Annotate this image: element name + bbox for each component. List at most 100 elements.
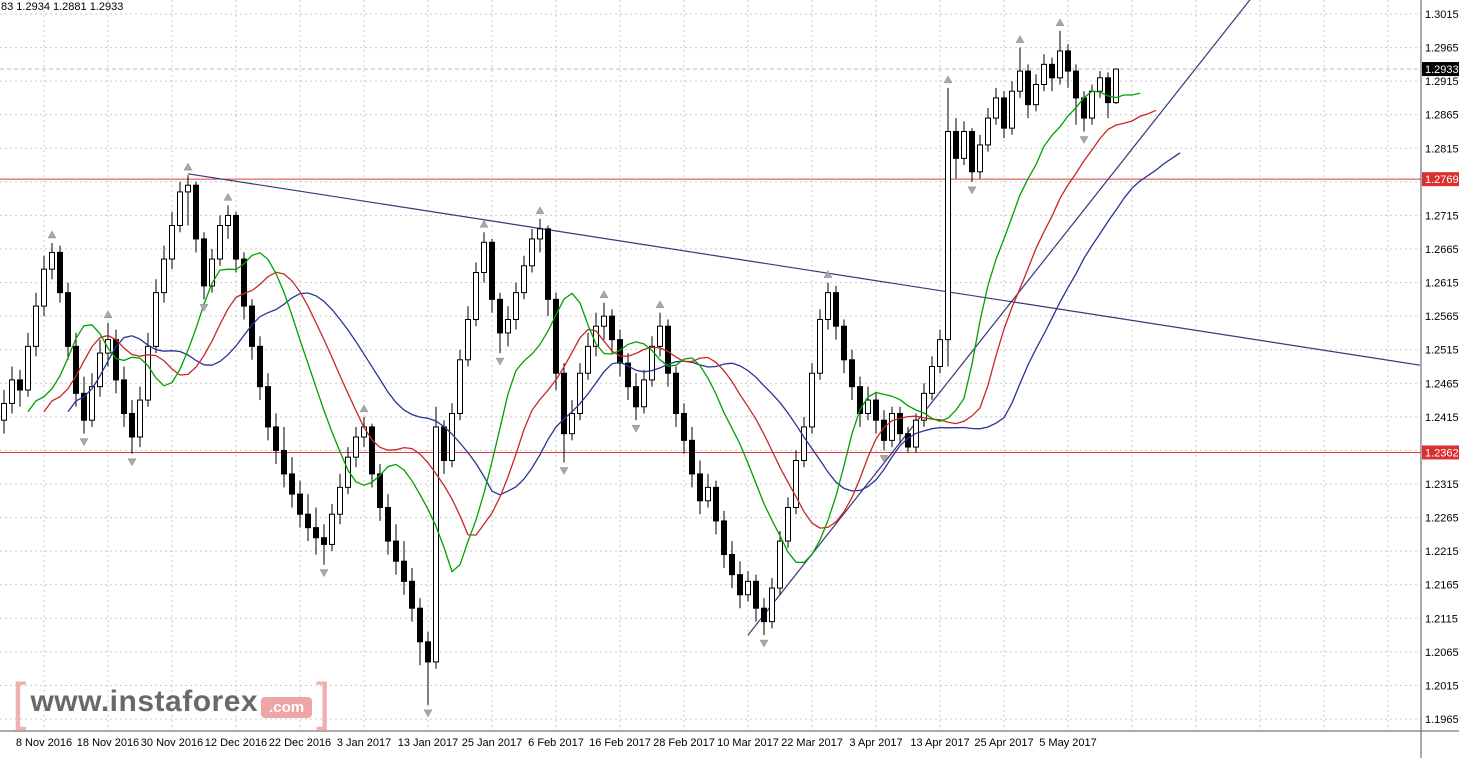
fractal-up-icon (479, 219, 489, 228)
price-axis-label: 1.3015 (1425, 9, 1459, 21)
candle-body (657, 325, 663, 347)
fractal-down-icon (759, 639, 769, 648)
candle-body (497, 298, 503, 334)
date-axis-label: 13 Jan 2017 (398, 737, 459, 749)
candle-body (33, 305, 39, 347)
ma-lips-line (27, 90, 1141, 573)
candle-body (169, 225, 175, 260)
gridlines (0, 0, 1421, 731)
candle-body (993, 97, 999, 119)
price-axis-label: 1.2465 (1425, 378, 1459, 390)
candle-body (201, 238, 207, 287)
candle-body (585, 345, 591, 374)
candle-body (953, 131, 959, 159)
candle-body (985, 117, 991, 146)
candle-body (89, 386, 95, 421)
price-axis-label: 1.1965 (1425, 714, 1459, 726)
candle-body (601, 315, 607, 327)
candle-body (225, 214, 231, 227)
candle-body (233, 214, 239, 260)
candle-body (265, 386, 271, 428)
date-axis-label: 28 Feb 2017 (653, 737, 715, 749)
fractal-down-icon (423, 709, 433, 718)
fractal-down-icon (967, 186, 977, 195)
candle-body (473, 272, 479, 320)
ascending-support-trendline[interactable] (747, 0, 1252, 636)
candle-body (433, 426, 439, 663)
date-axis-label: 6 Feb 2017 (528, 737, 584, 749)
candle-body (641, 379, 647, 408)
candle-body (681, 413, 687, 441)
candle-body (57, 251, 63, 294)
fractal-down-icon (495, 357, 505, 366)
candle-body (257, 345, 263, 388)
candle-body (569, 413, 575, 435)
candle-body (209, 258, 215, 287)
candle-body (817, 319, 823, 374)
date-axis-label: 5 May 2017 (1039, 737, 1096, 749)
price-axis-label: 1.2215 (1425, 546, 1459, 558)
fractal-up-icon (223, 192, 233, 201)
candle-body (193, 184, 199, 240)
ma-teeth-line (43, 109, 1157, 536)
candle-body (521, 265, 527, 294)
candle-body (513, 292, 519, 320)
price-axis-label: 1.2015 (1425, 680, 1459, 692)
candle-body (505, 319, 511, 334)
level-price-badge (1422, 445, 1459, 460)
candle-body (329, 513, 335, 545)
fractal-down-icon (127, 458, 137, 467)
candle-body (921, 392, 927, 421)
price-axis-label: 1.2715 (1425, 210, 1459, 222)
fractal-up-icon (359, 404, 369, 413)
candle-body (49, 251, 55, 270)
candle-body (385, 507, 391, 542)
date-axis-label: 18 Nov 2016 (77, 737, 139, 749)
candle-body (1097, 77, 1103, 92)
candle-body (289, 473, 295, 495)
candle-body (1049, 63, 1055, 79)
candle-body (1, 402, 7, 421)
candle-body (1017, 70, 1023, 92)
candle-body (769, 587, 775, 623)
candle-body (761, 607, 767, 623)
price-axis-label: 1.2965 (1425, 43, 1459, 55)
candle-body (809, 372, 815, 428)
candle-body (353, 436, 359, 458)
candle-body (865, 399, 871, 415)
candle-body (849, 359, 855, 388)
fractal-down-icon (319, 569, 329, 578)
price-axis: 1.3015 1.2965 1.2915 1.2865 1.2815 1.2715 1.26… (1422, 9, 1459, 726)
fractals-layer (47, 18, 1089, 718)
candle-body (609, 315, 615, 341)
candle-body (697, 473, 703, 502)
date-axis-label: 25 Jan 2017 (462, 737, 523, 749)
candle-body (529, 238, 535, 267)
fractal-down-icon (199, 304, 209, 312)
candle-body (161, 258, 167, 294)
candle-body (777, 540, 783, 589)
fractal-up-icon (655, 300, 665, 309)
candle-body (145, 345, 151, 401)
date-axis-label: 25 Apr 2017 (974, 737, 1033, 749)
descending-resistance-trendline[interactable] (187, 173, 1421, 366)
candle-body (593, 325, 599, 347)
candle-body (457, 359, 463, 414)
candle-body (345, 456, 351, 488)
candle-body (857, 386, 863, 414)
candle-body (873, 399, 879, 421)
price-axis-label: 1.2515 (1425, 345, 1459, 357)
candle-body (129, 413, 135, 438)
price-axis-label: 1.2915 (1425, 76, 1459, 88)
date-axis-label: 3 Apr 2017 (849, 737, 902, 749)
price-axis-label: 1.2815 (1425, 143, 1459, 155)
candle-body (1089, 90, 1095, 119)
candle-body (41, 268, 47, 307)
candle-body (177, 191, 183, 227)
price-axis-label: 1.2865 (1425, 110, 1459, 122)
candle-body (977, 144, 983, 173)
candle-body (1057, 50, 1063, 79)
candle-body (785, 507, 791, 542)
candle-body (545, 228, 551, 300)
